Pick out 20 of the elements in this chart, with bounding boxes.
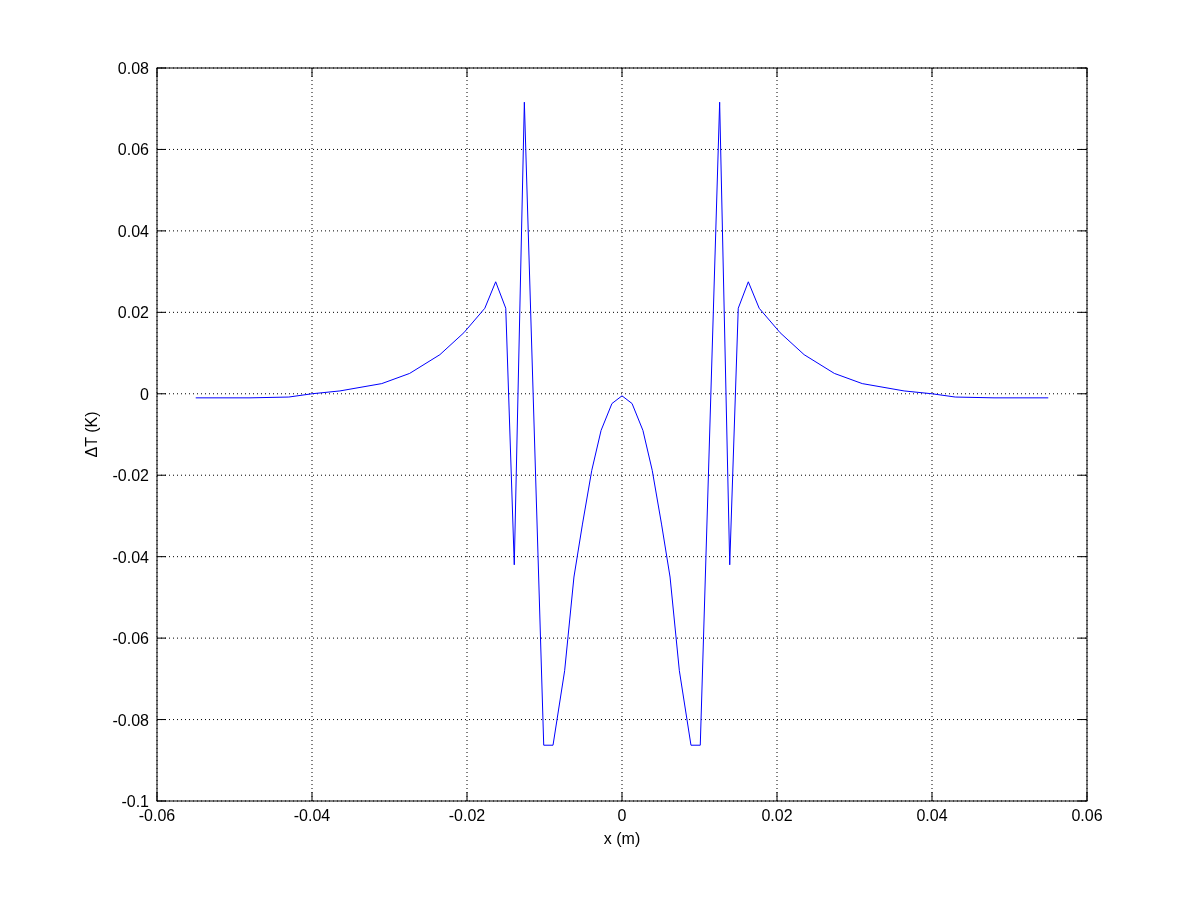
y-tick-label: 0.06 <box>117 141 150 159</box>
y-tick-label: -0.08 <box>112 711 150 729</box>
x-tick-label: 0.06 <box>1071 807 1103 824</box>
y-tick-label: -0.1 <box>121 793 150 810</box>
x-axis-title: x (m) <box>603 830 641 847</box>
x-tick-label: -0.04 <box>293 807 331 824</box>
y-tick-label: -0.04 <box>112 548 150 566</box>
y-axis-title: ΔT (K) <box>83 411 100 458</box>
x-tick-label: 0.04 <box>916 807 948 824</box>
y-tick-label: 0.08 <box>117 60 150 77</box>
x-tick-label: 0.02 <box>761 807 793 824</box>
x-tick-label: -0.02 <box>448 807 486 824</box>
y-tick-label: 0.02 <box>117 304 150 322</box>
line-series <box>195 101 1049 746</box>
x-tick-label: 0 <box>617 807 627 824</box>
y-tick-label: -0.02 <box>112 467 150 485</box>
y-tick-label: 0.04 <box>117 222 150 240</box>
x-tick-label: -0.06 <box>138 807 176 824</box>
y-tick-label: -0.06 <box>112 630 150 648</box>
y-tick-label: 0 <box>140 385 150 403</box>
